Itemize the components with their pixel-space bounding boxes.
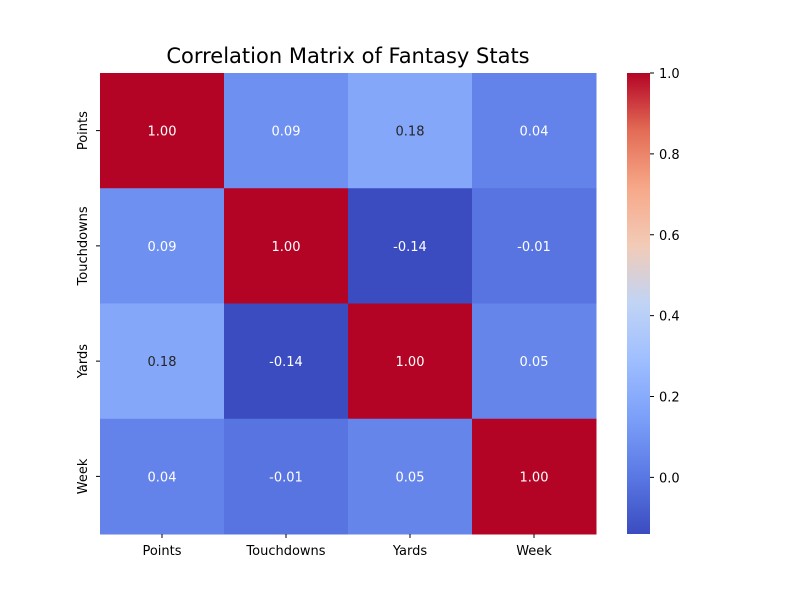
cell-value-label: -0.01	[269, 470, 303, 485]
heatmap-cells: 1.00 0.09 0.18 0.04 0.09 1.00 -0.14 -0.01 0.18 -0…	[100, 73, 597, 535]
heatmap-cell-touchdowns-points	[100, 188, 225, 304]
x-tick-label: Touchdowns	[245, 544, 325, 559]
heatmap-cell-yards-points	[100, 303, 225, 420]
y-tick-label: Yards	[76, 344, 91, 379]
cell-value-label: 0.18	[396, 125, 425, 140]
heatmap-cell-week-yards	[348, 418, 473, 535]
x-axis-ticks: Points Touchdowns Yards Week	[142, 534, 552, 559]
cell-value-label: 0.04	[520, 125, 549, 140]
cell-value-label: 1.00	[396, 355, 425, 370]
chart-title: Correlation Matrix of Fantasy Stats	[166, 44, 529, 68]
colorbar-tick-label: 0.2	[659, 391, 680, 406]
x-tick-label: Points	[142, 544, 181, 559]
cell-value-label: 1.00	[148, 125, 177, 140]
cell-value-label: 0.05	[520, 355, 549, 370]
cell-value-label: 1.00	[520, 470, 549, 485]
heatmap-cell-points-points	[100, 73, 225, 189]
heatmap-cell-week-points	[100, 418, 225, 535]
y-tick-label: Week	[76, 458, 91, 494]
colorbar-ticks: 0.0 0.2 0.4 0.6 0.8 1.0	[650, 67, 680, 486]
x-tick-label: Week	[516, 544, 552, 559]
colorbar	[627, 73, 650, 534]
cell-value-label: 0.05	[396, 470, 425, 485]
heatmap-cell-points-yards	[348, 73, 473, 189]
heatmap-cell-yards-touchdowns	[224, 303, 349, 420]
cell-value-label: -0.14	[393, 240, 427, 255]
heatmap-cell-yards-week	[472, 303, 597, 420]
colorbar-tick-label: 1.0	[659, 67, 680, 82]
colorbar-tick-label: 0.0	[659, 471, 680, 486]
heatmap-cell-touchdowns-yards	[348, 188, 473, 304]
colorbar-tick-label: 0.8	[659, 148, 680, 163]
cell-value-label: -0.01	[517, 240, 551, 255]
heatmap-cell-points-touchdowns	[224, 73, 349, 189]
cell-value-label: 0.09	[272, 125, 301, 140]
y-tick-label: Touchdowns	[76, 206, 91, 286]
cell-value-label: -0.14	[269, 355, 303, 370]
x-tick-label: Yards	[392, 544, 427, 559]
heatmap-cell-week-touchdowns	[224, 418, 349, 535]
colorbar-tick-label: 0.6	[659, 229, 680, 244]
cell-value-label: 0.18	[148, 355, 177, 370]
heatmap-cell-touchdowns-week	[472, 188, 597, 304]
cell-value-label: 1.00	[272, 240, 301, 255]
cell-value-label: 0.09	[148, 240, 177, 255]
heatmap-cell-yards-yards	[348, 303, 473, 420]
heatmap-cell-week-week	[472, 418, 597, 535]
heatmap-cell-points-week	[472, 73, 597, 189]
y-tick-label: Points	[76, 111, 91, 150]
colorbar-tick-label: 0.4	[659, 310, 680, 325]
colorbar-gradient	[627, 73, 650, 534]
cell-value-label: 0.04	[148, 470, 177, 485]
y-axis-ticks: Points Touchdowns Yards Week	[76, 111, 100, 494]
heatmap-cell-touchdowns-touchdowns	[224, 188, 349, 304]
